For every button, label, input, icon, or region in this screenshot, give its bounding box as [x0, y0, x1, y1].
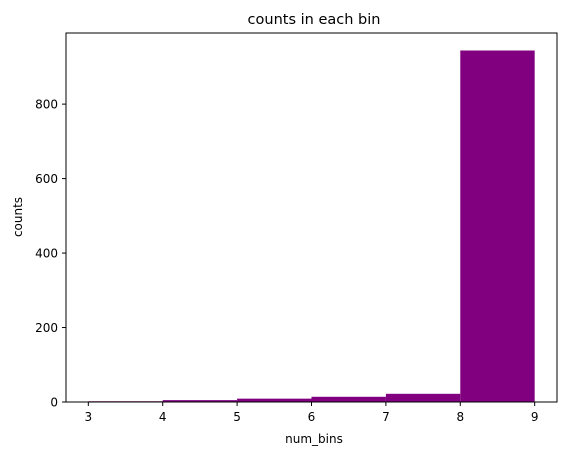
x-tick-label: 4	[159, 410, 167, 424]
x-axis: 3 4 5 6 7 8 9	[84, 402, 539, 424]
x-tick-label: 8	[456, 410, 464, 424]
y-tick-label: 600	[35, 172, 58, 186]
histogram-bar-4-5	[162, 400, 238, 402]
chart-title: counts in each bin	[248, 12, 381, 28]
y-axis-title: counts	[11, 197, 25, 237]
x-tick-label: 6	[308, 410, 316, 424]
x-axis-title: num_bins	[285, 432, 343, 446]
histogram-bar-8-9	[460, 50, 535, 403]
x-tick-label: 5	[233, 410, 241, 424]
x-tick-label: 3	[84, 410, 92, 424]
x-tick-label: 9	[531, 410, 539, 424]
histogram-bar-5-6	[237, 398, 312, 402]
bars-group	[88, 50, 535, 403]
histogram-bar-7-8	[385, 393, 461, 402]
y-axis: 0 200 400 600 800	[35, 98, 66, 410]
y-tick-label: 400	[35, 247, 58, 261]
y-tick-label: 0	[50, 396, 58, 410]
y-tick-label: 200	[35, 321, 58, 335]
y-tick-label: 800	[35, 98, 58, 112]
histogram-bar-6-7	[311, 396, 386, 402]
x-tick-label: 7	[382, 410, 390, 424]
